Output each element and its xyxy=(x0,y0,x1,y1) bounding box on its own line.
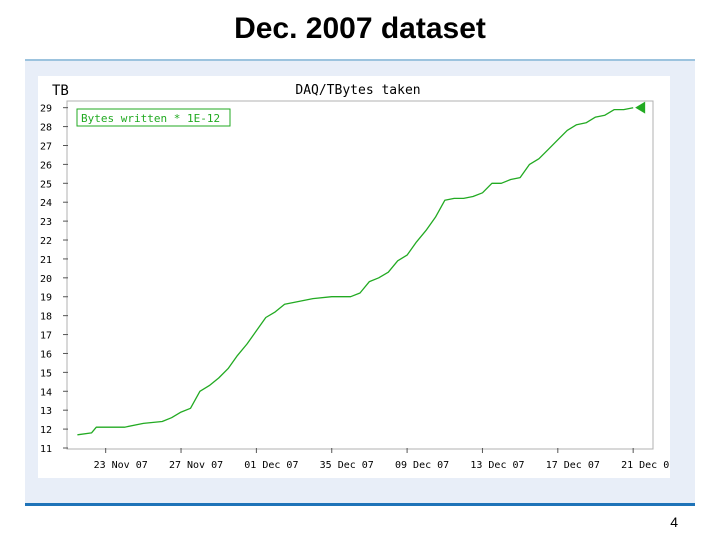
y-tick-label: 12 xyxy=(40,425,52,436)
x-tick-label: 13 Dec 07 xyxy=(470,460,524,471)
y-tick-label: 27 xyxy=(40,141,52,152)
x-tick-label: 01 Dec 07 xyxy=(244,460,298,471)
plot-area xyxy=(66,100,654,450)
y-tick-label: 17 xyxy=(40,331,52,342)
y-axis: 11 12 13 14 15 16 17 18 19 20 21 22 23 24 25 26 27 28 29 xyxy=(40,104,68,455)
y-tick-label: 20 xyxy=(40,274,52,285)
y-axis-label: TB xyxy=(52,83,69,99)
chart-frame: DAQ/TBytes taken TB 11 12 13 14 15 16 17 18 19 20… xyxy=(38,76,670,478)
y-tick-label: 28 xyxy=(40,123,52,134)
y-tick-label: 18 xyxy=(40,312,52,323)
y-tick-label: 19 xyxy=(40,293,52,304)
title-divider xyxy=(25,59,695,61)
chart-title: DAQ/TBytes taken xyxy=(295,83,420,98)
series-line xyxy=(77,107,634,436)
y-tick-label: 14 xyxy=(40,387,52,398)
y-tick-label: 24 xyxy=(40,198,52,209)
legend: Bytes written * 1E-12 xyxy=(76,108,231,127)
y-tick-label: 11 xyxy=(40,444,52,455)
legend-entry: Bytes written * 1E-12 xyxy=(81,112,220,125)
slide-number: 4 xyxy=(670,514,678,530)
series-layer xyxy=(77,101,646,436)
y-tick-label: 22 xyxy=(40,236,52,247)
x-tick-label: 09 Dec 07 xyxy=(395,460,449,471)
footer-divider xyxy=(25,503,695,506)
y-tick-label: 23 xyxy=(40,217,52,228)
series-end-marker xyxy=(635,101,646,114)
y-tick-label: 16 xyxy=(40,349,52,360)
x-tick-label: 23 Nov 07 xyxy=(94,460,148,471)
y-tick-label: 29 xyxy=(40,104,52,115)
x-tick-label: 21 Dec 07 xyxy=(621,460,670,471)
y-tick-label: 13 xyxy=(40,406,52,417)
legend-box xyxy=(76,108,231,127)
y-tick-label: 21 xyxy=(40,255,52,266)
x-tick-label: 17 Dec 07 xyxy=(546,460,600,471)
y-tick-label: 26 xyxy=(40,160,52,171)
y-tick-label: 15 xyxy=(40,368,52,379)
chart: DAQ/TBytes taken TB 11 12 13 14 15 16 17 18 19 20… xyxy=(40,83,670,471)
x-tick-label: 27 Nov 07 xyxy=(169,460,223,471)
x-axis: 23 Nov 07 27 Nov 07 01 Dec 07 35 Dec 07 09 D… xyxy=(94,448,670,471)
slide-title: Dec. 2007 dataset xyxy=(234,12,486,45)
y-tick-label: 25 xyxy=(40,179,52,190)
x-tick-label: 35 Dec 07 xyxy=(320,460,374,471)
